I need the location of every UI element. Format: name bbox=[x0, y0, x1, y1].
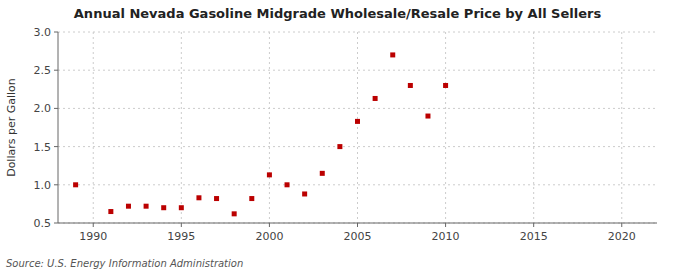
point bbox=[337, 144, 342, 149]
tick bbox=[54, 70, 58, 71]
tick-label: 1995 bbox=[167, 230, 195, 243]
tick-label: 2.5 bbox=[34, 64, 52, 77]
grid-line bbox=[58, 146, 657, 147]
tick bbox=[54, 146, 58, 147]
point bbox=[214, 196, 219, 201]
point bbox=[390, 52, 395, 57]
tick-label: 2010 bbox=[432, 230, 460, 243]
points bbox=[73, 52, 448, 216]
grid-line bbox=[58, 70, 657, 71]
grid-line bbox=[58, 184, 657, 185]
point bbox=[73, 182, 78, 187]
point bbox=[302, 191, 307, 196]
grid-line bbox=[269, 32, 270, 223]
chart: Annual Nevada Gasoline Midgrade Wholesal… bbox=[0, 0, 675, 275]
tick-label: 1990 bbox=[79, 230, 107, 243]
tick bbox=[181, 223, 182, 227]
y-axis-line bbox=[58, 32, 59, 223]
grid-line bbox=[445, 32, 446, 223]
tick-label: 2015 bbox=[520, 230, 548, 243]
point bbox=[355, 119, 360, 124]
tick-label: 2005 bbox=[344, 230, 372, 243]
point bbox=[161, 205, 166, 210]
point bbox=[196, 195, 201, 200]
tick bbox=[621, 223, 622, 227]
point bbox=[126, 204, 131, 209]
point bbox=[373, 96, 378, 101]
tick-label: 2000 bbox=[255, 230, 283, 243]
grid-line bbox=[93, 32, 94, 223]
point bbox=[408, 83, 413, 88]
tick bbox=[54, 108, 58, 109]
axes: 0.5 1.0 1.5 2.0 2.5 3.0 1990 1995 2000 2005 2010 20… bbox=[34, 26, 658, 243]
title: Annual Nevada Gasoline Midgrade Wholesal… bbox=[74, 6, 602, 21]
point bbox=[425, 114, 430, 119]
grid-line bbox=[621, 32, 622, 223]
tick bbox=[445, 223, 446, 227]
y-axis-label: Dollars per Gallon bbox=[5, 78, 18, 177]
tick-label: 1.5 bbox=[34, 141, 52, 154]
tick-label: 3.0 bbox=[34, 26, 52, 39]
tick bbox=[533, 223, 534, 227]
tick bbox=[54, 223, 58, 224]
tick-label: 2020 bbox=[608, 230, 636, 243]
point bbox=[108, 209, 113, 214]
tick-label: 2.0 bbox=[34, 102, 52, 115]
grid-line bbox=[357, 32, 358, 223]
tick-label: 0.5 bbox=[34, 217, 52, 230]
point bbox=[249, 196, 254, 201]
point bbox=[144, 204, 149, 209]
point bbox=[443, 83, 448, 88]
tick bbox=[54, 184, 58, 185]
grid bbox=[58, 32, 657, 223]
grid-line bbox=[533, 32, 534, 223]
tick bbox=[357, 223, 358, 227]
point bbox=[267, 172, 272, 177]
grid-line bbox=[58, 223, 657, 224]
x-axis-line bbox=[58, 223, 657, 224]
point bbox=[320, 171, 325, 176]
grid-line bbox=[181, 32, 182, 223]
point bbox=[232, 211, 237, 216]
tick-label: 1.0 bbox=[34, 179, 52, 192]
point bbox=[179, 205, 184, 210]
annotation: Source: U.S. Energy Information Administ… bbox=[6, 258, 243, 269]
tick bbox=[54, 32, 58, 33]
tick bbox=[93, 223, 94, 227]
tick bbox=[269, 223, 270, 227]
point bbox=[285, 182, 290, 187]
chart-container: Annual Nevada Gasoline Midgrade Wholesal… bbox=[0, 0, 675, 275]
